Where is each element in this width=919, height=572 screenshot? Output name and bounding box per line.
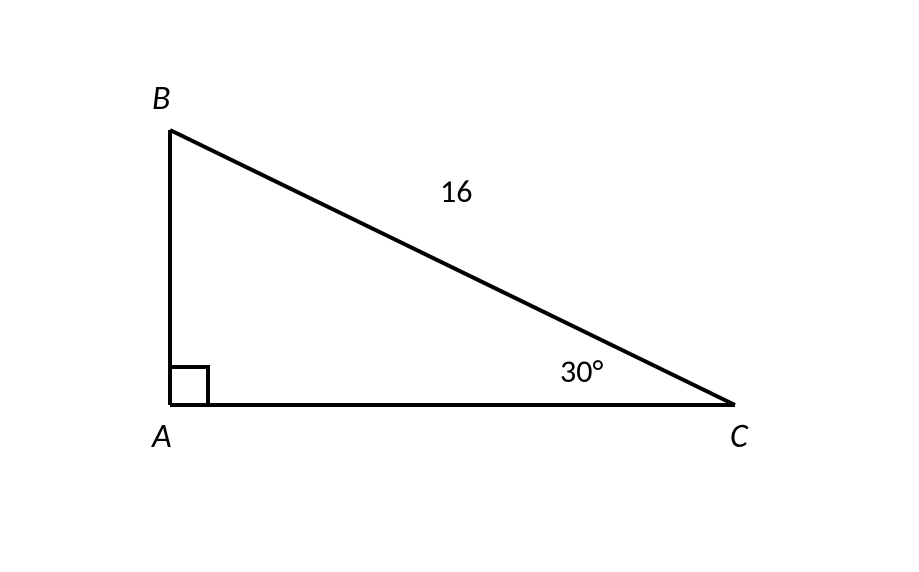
vertex-label-A: A — [152, 416, 172, 457]
triangle-svg — [0, 0, 919, 572]
triangle-diagram: B A C 16 30° — [0, 0, 919, 572]
angle-C-label: 30° — [560, 352, 603, 391]
hypotenuse-label: 16 — [440, 172, 472, 211]
vertex-label-C: C — [730, 416, 748, 457]
right-angle-marker — [170, 367, 208, 405]
vertex-label-B: B — [152, 78, 171, 119]
